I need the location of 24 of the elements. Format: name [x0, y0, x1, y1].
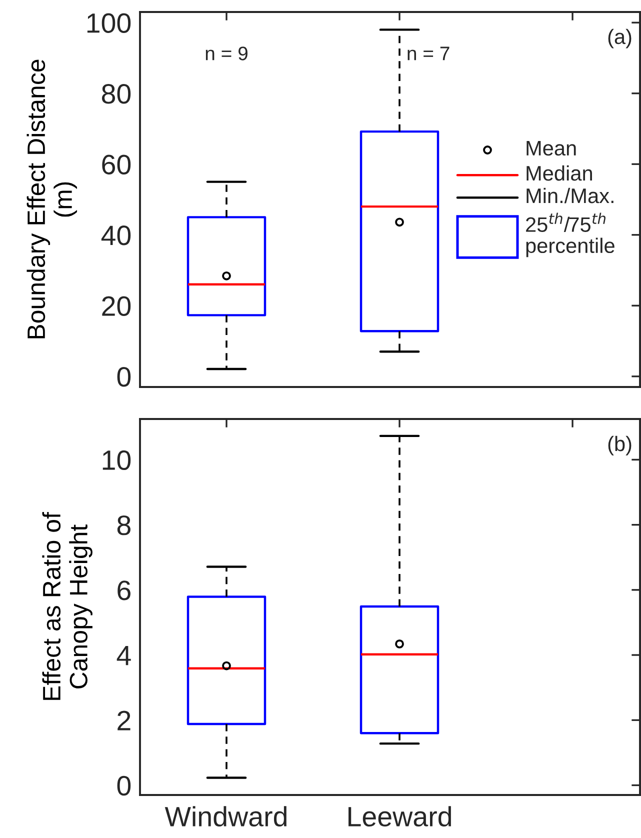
annotation: Median [526, 165, 592, 181]
annotation: Mean [526, 141, 576, 156]
x-tick-label: Windward [164, 806, 286, 827]
annotation: n = 7 [408, 46, 450, 60]
x-tick-label: Leeward [348, 806, 452, 827]
y-tick-label: 4 [116, 646, 131, 666]
y-tick-label: 0 [117, 776, 131, 796]
y-tick-label: 2 [118, 710, 130, 730]
y-tick-label: 20 [102, 296, 131, 316]
y-tick-label: 60 [102, 154, 131, 174]
y-axis-title: Boundary Effect Distance (m) [26, 60, 77, 338]
y-tick-label: 6 [118, 580, 130, 600]
annotation: (a) [608, 28, 632, 48]
y-tick-label: 80 [102, 84, 131, 104]
y-tick-label: 100 [87, 13, 131, 33]
annotation: Min./Max. [526, 188, 614, 204]
annotation: n = 9 [206, 46, 248, 60]
annotation: (b) [608, 436, 632, 456]
y-tick-label: 10 [102, 450, 131, 470]
y-axis-title: Effect as Ratio of Canopy Height [42, 512, 92, 700]
y-tick-label: 40 [101, 226, 131, 246]
y-tick-label: 8 [117, 515, 130, 536]
annotation: 25$^{th}$/75$^{th}$ percentile [526, 212, 614, 258]
y-tick-label: 0 [117, 367, 131, 387]
